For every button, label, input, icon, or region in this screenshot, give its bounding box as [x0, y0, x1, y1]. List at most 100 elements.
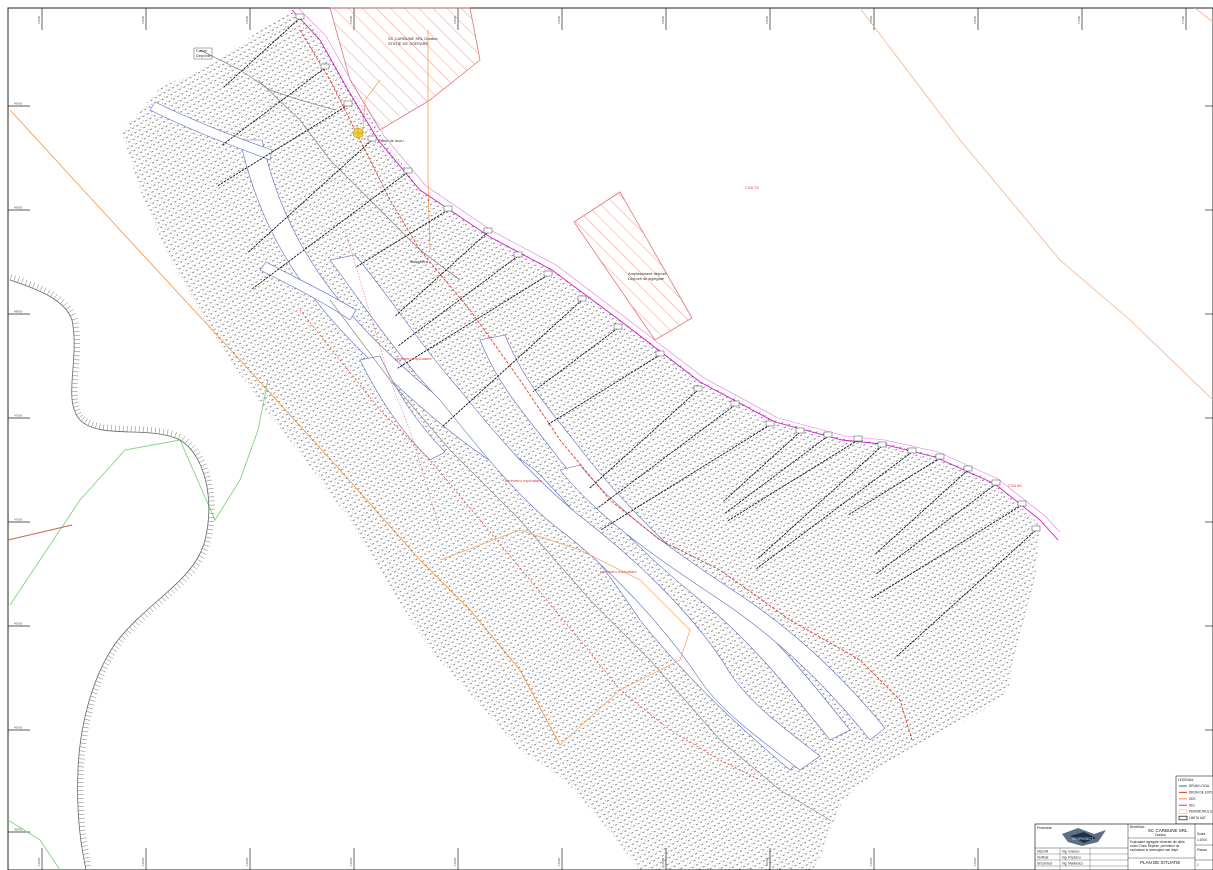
hachure-mark	[79, 825, 86, 827]
hachure-mark	[83, 722, 90, 725]
hachure-mark	[190, 445, 196, 450]
profile-end-marker	[907, 447, 917, 454]
hachure-mark	[134, 621, 140, 626]
top-tick-label: 12500	[141, 15, 145, 24]
hachure-mark	[204, 475, 211, 478]
profile-line	[441, 299, 583, 428]
left-tick-label: 47000	[14, 518, 23, 522]
profile-end-marker	[543, 270, 553, 277]
profile-line	[875, 469, 969, 555]
hachure-mark	[87, 420, 91, 426]
hachure-mark	[91, 691, 98, 695]
profile-end-marker	[513, 251, 523, 258]
hachure-mark	[187, 571, 193, 577]
hachure-mark	[140, 615, 146, 621]
hachure-mark	[91, 421, 94, 428]
hachure-mark	[95, 422, 98, 429]
hachure-mark	[98, 423, 101, 430]
hachure-mark	[196, 558, 203, 563]
hachure-mark	[192, 448, 199, 453]
title-row-role: Sef proiect	[1037, 862, 1052, 866]
profile-line	[223, 17, 301, 88]
hachure-mark	[24, 279, 28, 286]
hachure-mark	[100, 669, 107, 673]
top-left-label-line1: Canal	[196, 48, 207, 53]
left-tick-label: 49000	[14, 102, 23, 106]
cota-north-label: CSA 73	[745, 185, 759, 190]
hachure-mark	[94, 684, 101, 687]
hachure-mark	[162, 428, 165, 435]
hachure-mark	[164, 594, 169, 600]
top-tick-label: 14500	[557, 15, 561, 24]
hachure-mark	[111, 648, 118, 653]
hachure-mark	[207, 492, 214, 494]
orange-perimeter	[439, 529, 691, 746]
top-left-label-box	[193, 47, 213, 60]
station-label-line2: STATIE DE SORTARE	[388, 41, 428, 46]
hachure-mark	[207, 524, 214, 527]
hachure-mark	[158, 599, 163, 605]
project-title-line1: Exploatare agregate minerale din albia	[1130, 840, 1185, 844]
legend-label: LIMITA UAT	[1189, 816, 1206, 820]
hachure-mark	[46, 289, 51, 295]
hachure-mark	[97, 676, 104, 680]
scale-value: 1:2000	[1197, 838, 1207, 842]
hachure-mark	[73, 330, 80, 332]
hachure-mark	[78, 821, 85, 823]
beneficiar-label: Beneficiar:	[1130, 825, 1145, 829]
hachure-mark	[98, 673, 105, 677]
hachure-mark	[65, 305, 71, 310]
profile-line	[725, 435, 829, 514]
hachure-mark	[143, 612, 149, 618]
hachure-mark	[155, 602, 160, 608]
hachure-mark	[197, 455, 203, 460]
profile-end-marker	[1017, 500, 1027, 507]
hachure-mark	[60, 299, 65, 304]
left-tick-label: 48000	[14, 310, 23, 314]
profile-end-marker	[577, 295, 587, 302]
hachure-mark	[113, 645, 120, 649]
hachure-mark	[116, 641, 122, 646]
hachure-mark	[28, 280, 32, 287]
top-tick-label: 12000	[37, 15, 41, 24]
hachure-mark	[103, 662, 110, 666]
point-label: Punct de lucru	[378, 138, 404, 143]
red-label-1: perimetru exploatare	[395, 356, 432, 361]
bottom-tick-label: 14500	[557, 857, 561, 866]
hachure-mark	[105, 658, 112, 663]
hachure-mark	[181, 436, 186, 442]
profile-line	[875, 483, 997, 575]
bottom-tick-label: 12500	[141, 857, 145, 866]
profile-end-marker	[320, 63, 330, 70]
title-row-name: Ing. Popescu	[1062, 856, 1081, 860]
profile-line	[847, 457, 941, 516]
hachure-mark	[174, 431, 177, 438]
profile-end-marker	[991, 479, 1001, 486]
hachure-mark	[84, 860, 91, 863]
red-label-3: perimetru exploatare	[600, 569, 637, 574]
hachure-mark	[152, 604, 157, 610]
hachure-mark	[79, 746, 86, 748]
green-local-road-south	[7, 819, 61, 870]
hachure-mark	[85, 715, 92, 717]
hachure-mark	[207, 488, 214, 490]
title-row-name: Ing. Ionescu	[1062, 850, 1080, 854]
hachure-mark	[198, 555, 205, 559]
field-label-line2: Depozit de agregate	[628, 276, 665, 281]
profile-end-marker	[655, 350, 665, 357]
hachure-mark	[78, 754, 86, 756]
left-tick-label: 47500	[14, 414, 23, 418]
hachure-mark	[80, 837, 87, 839]
profile-line	[756, 451, 913, 570]
hachure-mark	[73, 405, 80, 408]
hachure-mark	[81, 845, 88, 847]
escarpment-hachures	[9, 274, 215, 867]
hachure-mark	[80, 738, 87, 740]
hachure-mark	[195, 452, 201, 456]
hachure-mark	[205, 479, 212, 482]
hachure-mark	[83, 856, 90, 859]
hachure-mark	[72, 322, 79, 324]
top-tick-label: 16500	[973, 15, 977, 24]
grey-haul-road-2	[199, 49, 336, 111]
hachure-mark	[17, 276, 20, 283]
